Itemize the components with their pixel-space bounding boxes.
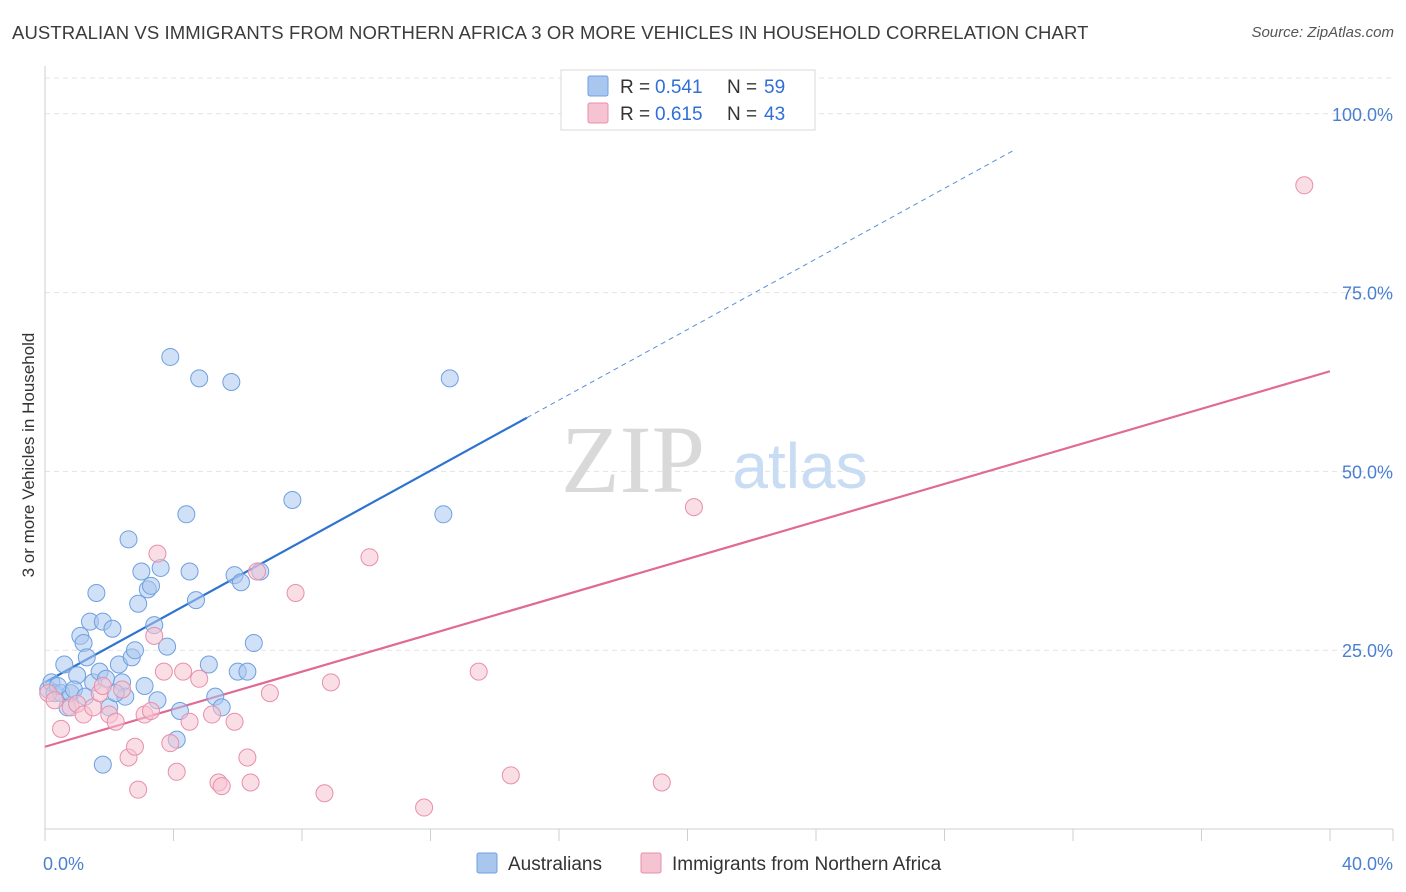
immigrants-trend-line	[44, 370, 1331, 748]
immigrants-point-38	[469, 662, 488, 681]
axes	[44, 66, 1394, 841]
watermark-zip: ZIP	[561, 406, 705, 513]
australians-point-48	[238, 662, 257, 681]
immigrants-point-17	[145, 626, 164, 645]
immigrants-point-19	[154, 662, 173, 681]
y-tick-label-0: 25.0%	[1342, 641, 1393, 661]
australians-trend-line	[44, 416, 528, 684]
y-tick-label-3: 100.0%	[1332, 105, 1393, 125]
immigrants-point-27	[212, 777, 231, 796]
australians-point-39	[186, 591, 205, 610]
legend-swatch-immigrants	[587, 102, 609, 124]
y-tick-label-1: 50.0%	[1342, 462, 1393, 482]
immigrants-point-20	[161, 734, 180, 753]
australians-point-47	[231, 573, 250, 592]
australians-point-27	[135, 676, 154, 695]
x-tick-label-right: 40.0%	[1342, 854, 1393, 874]
immigrants-point-28	[225, 712, 244, 731]
legend-r-value-2: 0.615	[655, 104, 703, 125]
immigrants-point-24	[190, 669, 209, 688]
legend-n-label-1: N =	[727, 77, 757, 98]
immigrants-point-22	[174, 662, 193, 681]
australians-point-41	[199, 655, 218, 674]
immigrants-point-25	[203, 705, 222, 724]
immigrants-point-2	[52, 719, 71, 738]
y-tick-labels: 25.0% 50.0% 75.0% 100.0%	[1332, 105, 1393, 661]
immigrants-point-29	[238, 748, 257, 767]
immigrants-point-36	[360, 548, 379, 567]
legend-r-label-1: R =	[620, 77, 650, 98]
immigrants-point-39	[501, 766, 520, 785]
immigrants-point-16	[142, 701, 161, 720]
australians-point-26	[132, 562, 151, 581]
legend-n-label-2: N =	[727, 104, 757, 125]
immigrants-point-21	[167, 762, 186, 781]
gridlines	[45, 77, 1393, 651]
immigrants-point-37	[415, 798, 434, 817]
bottom-legend-swatch-immigrants	[640, 852, 662, 874]
immigrants-point-31	[248, 562, 267, 581]
immigrants-point-11	[113, 680, 132, 699]
australians-point-54	[93, 755, 112, 774]
immigrants-point-41	[684, 498, 703, 517]
y-tick-label-2: 75.0%	[1342, 284, 1393, 304]
australians-points	[39, 347, 459, 774]
immigrants-point-34	[315, 784, 334, 803]
legend-r-value-1: 0.541	[655, 77, 703, 98]
immigrants-point-18	[148, 544, 167, 563]
australians-point-53	[440, 369, 459, 388]
x-tick-labels: 0.0% 40.0%	[43, 854, 1393, 874]
bottom-legend: Australians Immigrants from Northern Afr…	[476, 852, 942, 875]
immigrants-points	[39, 176, 1314, 817]
y-axis-label: 3 or more Vehicles in Household	[19, 333, 38, 578]
immigrants-point-40	[652, 773, 671, 792]
immigrants-point-23	[180, 712, 199, 731]
australians-point-18	[103, 619, 122, 638]
watermark-atlas: atlas	[732, 430, 867, 502]
top-legend: R = 0.541 N = 59 R = 0.615 N = 43	[560, 69, 816, 131]
australians-point-40	[190, 369, 209, 388]
australians-point-13	[87, 583, 106, 602]
bottom-legend-swatch-australians	[476, 852, 498, 874]
immigrants-point-14	[129, 780, 148, 799]
bottom-legend-immigrants: Immigrants from Northern Africa	[672, 854, 942, 875]
australians-point-29	[142, 576, 161, 595]
x-tick-label-left: 0.0%	[43, 854, 84, 874]
legend-n-value-1: 59	[764, 77, 785, 98]
australians-point-49	[244, 634, 263, 653]
bottom-legend-australians: Australians	[508, 854, 602, 875]
australians-point-51	[283, 490, 302, 509]
immigrants-point-10	[106, 712, 125, 731]
immigrants-point-13	[125, 737, 144, 756]
australians-point-37	[177, 505, 196, 524]
immigrants-point-42	[1295, 176, 1314, 195]
source-attribution: Source: ZipAtlas.com	[1251, 24, 1394, 41]
australians-point-52	[434, 505, 453, 524]
australians-point-38	[180, 562, 199, 581]
immigrants-point-1	[45, 691, 64, 710]
immigrants-point-33	[286, 583, 305, 602]
australians-point-25	[129, 594, 148, 613]
australians-point-22	[119, 530, 138, 549]
immigrants-point-8	[93, 676, 112, 695]
australians-point-10	[77, 648, 96, 667]
australians-point-24	[125, 641, 144, 660]
australians-trend-extension	[526, 149, 1016, 419]
chart-title: AUSTRALIAN VS IMMIGRANTS FROM NORTHERN A…	[12, 22, 1089, 43]
immigrants-point-32	[260, 684, 279, 703]
australians-point-33	[158, 637, 177, 656]
australians-point-4	[55, 655, 74, 674]
trend-lines	[44, 149, 1331, 748]
legend-swatch-australians	[587, 75, 609, 97]
australians-point-44	[222, 372, 241, 391]
legend-n-value-2: 43	[764, 104, 785, 125]
australians-point-34	[161, 347, 180, 366]
immigrants-point-30	[241, 773, 260, 792]
immigrants-point-35	[321, 673, 340, 692]
legend-r-label-2: R =	[620, 104, 650, 125]
